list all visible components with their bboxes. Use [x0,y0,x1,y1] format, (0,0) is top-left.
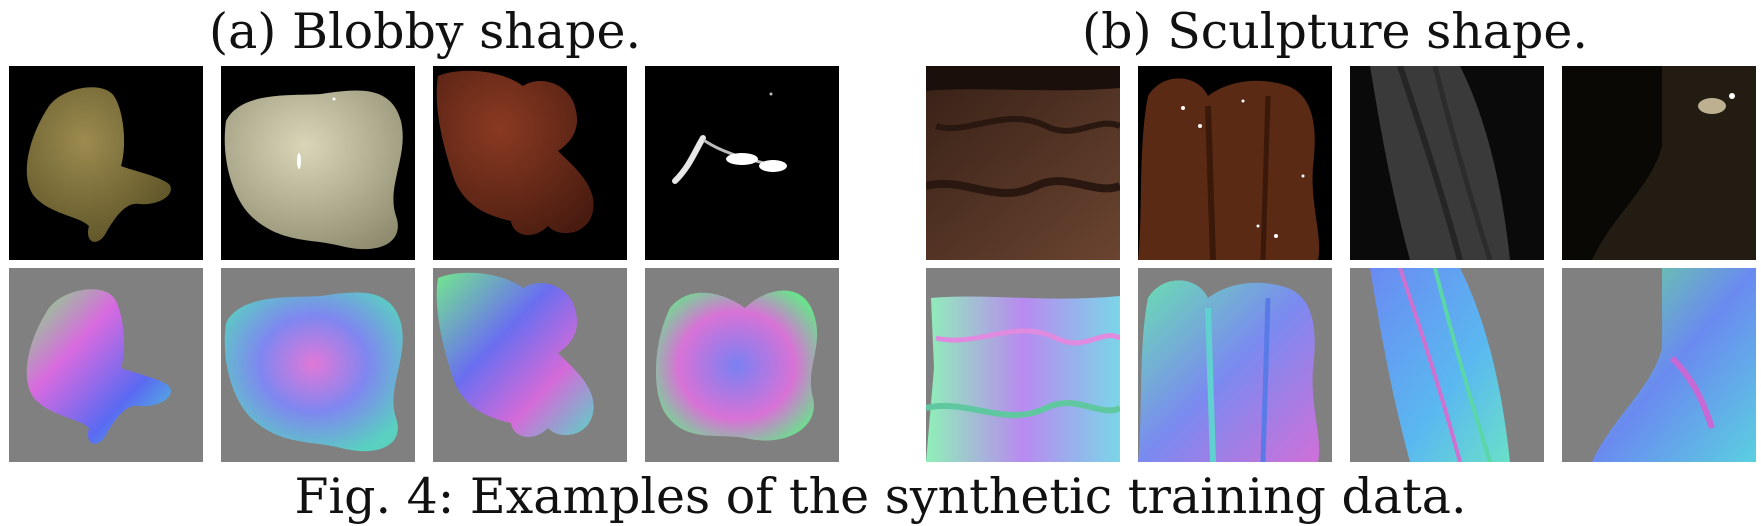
sculpture-render-1 [926,66,1120,260]
sculpture-normal-4 [1562,268,1756,462]
sculpture-normal-2 [1138,268,1332,462]
group-title-sculpture: (b) Sculpture shape. [1082,3,1588,60]
blobby-render-1 [9,66,203,260]
sculpture-normal-1 [926,268,1120,462]
blobby-render-4 [645,66,839,260]
group-title-blobby: (a) Blobby shape. [208,3,642,60]
blobby-normal-2 [221,268,415,462]
sculpture-render-4 [1562,66,1756,260]
blobby-render-2 [221,66,415,260]
figure-caption: Fig. 4: Examples of the synthetic traini… [294,468,1467,525]
blobby-normal-1 [9,268,203,462]
sculpture-normal-3 [1350,268,1544,462]
blobby-render-3 [433,66,627,260]
blobby-normal-3 [433,268,627,462]
blobby-normal-4 [645,268,839,462]
sculpture-render-3 [1350,66,1544,260]
sculpture-render-2 [1138,66,1332,260]
